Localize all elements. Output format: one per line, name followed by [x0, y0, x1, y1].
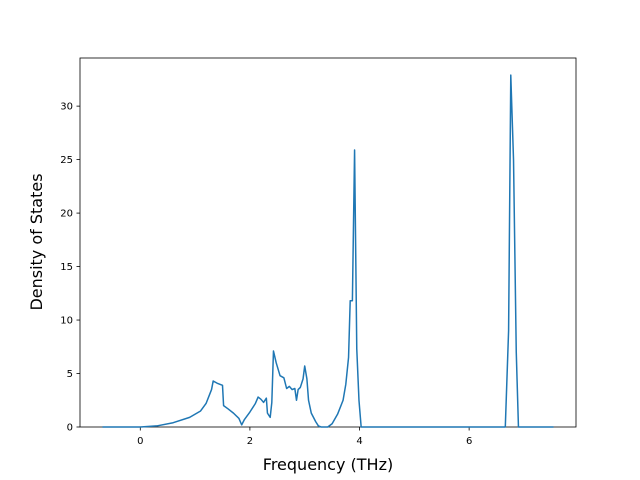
x-tick-label: 6: [466, 436, 472, 447]
y-tick-label: 20: [60, 209, 73, 220]
x-tick-label: 4: [356, 436, 362, 447]
y-tick-label: 5: [67, 369, 73, 380]
y-tick-label: 30: [60, 102, 73, 113]
plot-frame: [79, 57, 577, 428]
y-tick-label: 25: [60, 155, 73, 166]
y-tick-label: 0: [67, 423, 73, 434]
x-tick-label: 0: [137, 436, 143, 447]
y-tick-label: 10: [60, 316, 73, 327]
x-tick-label: 2: [247, 436, 253, 447]
data-line: [102, 74, 554, 428]
y-tick-label: 15: [60, 262, 73, 273]
y-axis-label: Density of States: [27, 173, 46, 310]
x-axis-label: Frequency (THz): [263, 455, 393, 474]
